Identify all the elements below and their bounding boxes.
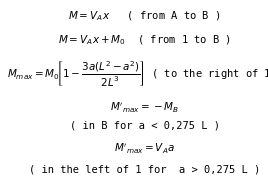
Text: ( in B for a < 0,275 L ): ( in B for a < 0,275 L ): [70, 121, 220, 131]
Text: $M_{max} = M_0\!\left[1 - \dfrac{3a(L^2 - a^2)}{2L^3}\right]$ ( to the right of : $M_{max} = M_0\!\left[1 - \dfrac{3a(L^2 …: [7, 59, 268, 88]
Text: $M = V_Ax + M_0$  ( from 1 to B ): $M = V_Ax + M_0$ ( from 1 to B ): [58, 33, 231, 47]
Text: $M = V_Ax$   ( from A to B ): $M = V_Ax$ ( from A to B ): [69, 9, 221, 23]
Text: $M'_{max} = -M_B$: $M'_{max} = -M_B$: [110, 101, 179, 115]
Text: $M'_{max} = V_Aa$: $M'_{max} = V_Aa$: [114, 142, 175, 156]
Text: ( in the left of 1 for  a > 0,275 L ): ( in the left of 1 for a > 0,275 L ): [29, 164, 260, 174]
